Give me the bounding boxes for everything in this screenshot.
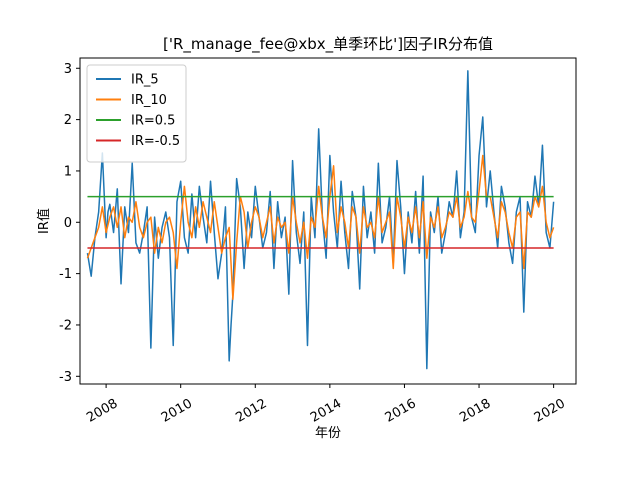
y-tick-label: -1 — [59, 267, 72, 282]
plot-frame — [79, 57, 577, 385]
x-tick-label: 2012 — [233, 396, 269, 426]
x-tick-label: 2008 — [84, 396, 120, 426]
y-axis: -3 -2 -1 0 1 2 3 — [59, 62, 80, 385]
x-tick-label: 2018 — [457, 396, 493, 426]
x-axis: 2008 2010 2012 2014 2016 2018 2020 — [84, 384, 568, 426]
y-tick-label: -3 — [59, 370, 72, 385]
legend: IR_5 IR_10 IR=0.5 IR=-0.5 — [86, 64, 187, 163]
x-axis-label: 年份 — [315, 426, 341, 441]
legend-label: IR=-0.5 — [131, 134, 180, 149]
series-line-1 — [86, 154, 555, 301]
chart-title: ['R_manage_fee@xbx_单季环比']因子IR分布值 — [163, 35, 493, 54]
legend-label: IR=0.5 — [131, 114, 175, 129]
y-tick-label: -2 — [59, 318, 72, 333]
y-axis-label: IR值 — [36, 208, 52, 234]
y-tick-label: 1 — [64, 164, 72, 179]
x-tick-label: 2014 — [308, 396, 344, 426]
y-tick-label: 2 — [64, 113, 72, 128]
x-tick-label: 2010 — [159, 396, 195, 426]
y-tick-label: 0 — [64, 216, 72, 231]
legend-box — [86, 64, 187, 163]
series-line-0 — [86, 70, 555, 370]
y-tick-label: 3 — [64, 62, 72, 77]
x-tick-label: 2016 — [383, 396, 419, 426]
legend-label: IR_10 — [131, 93, 167, 108]
x-tick-label: 2020 — [532, 396, 568, 426]
plot-area — [86, 70, 555, 370]
legend-label: IR_5 — [131, 73, 159, 88]
